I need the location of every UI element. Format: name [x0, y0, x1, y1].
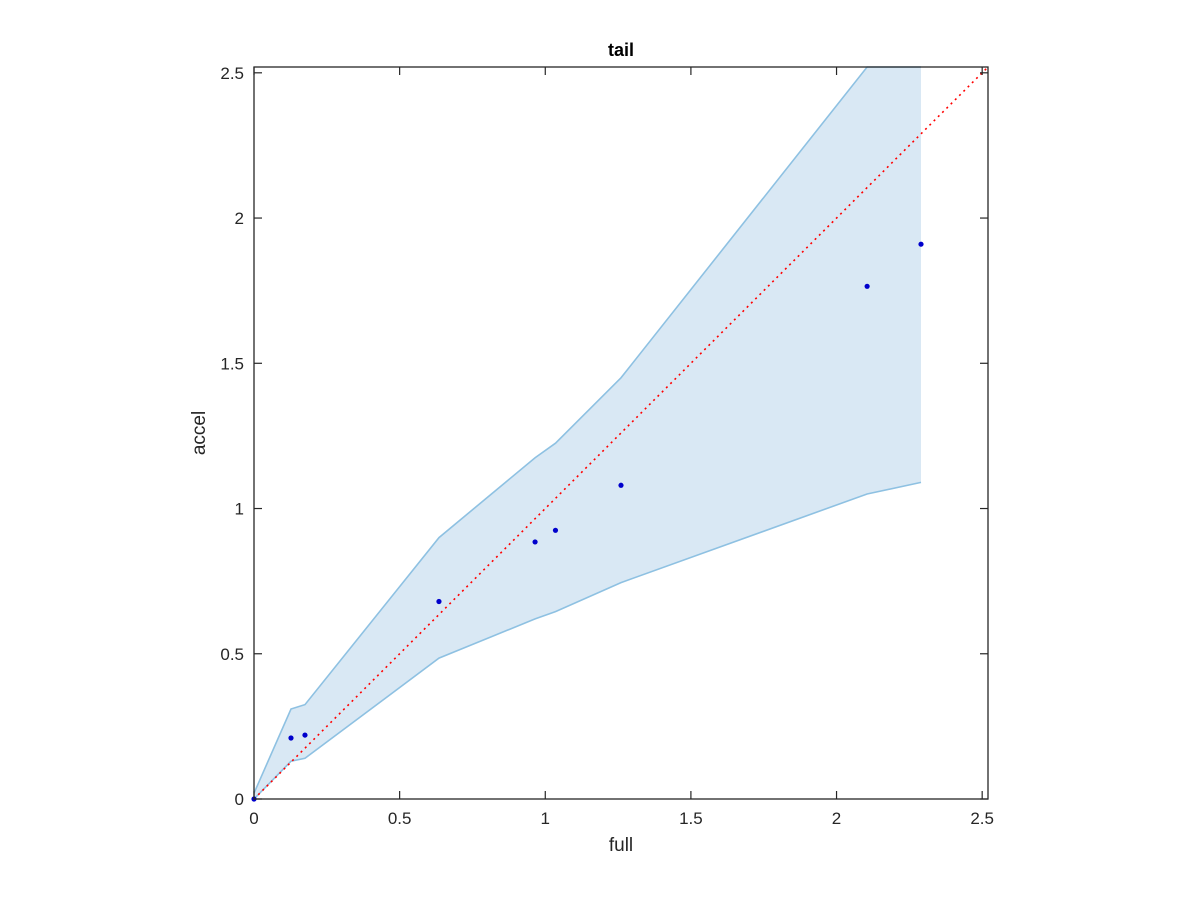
x-tick-label: 2	[832, 809, 841, 828]
y-axis-label: accel	[189, 411, 210, 455]
x-tick-label: 1.5	[679, 809, 703, 828]
y-tick-label: 2.5	[220, 64, 244, 83]
x-tick-label: 1	[541, 809, 550, 828]
x-axis-ticks: 0 0.5 1 1.5 2 2.5	[249, 67, 994, 828]
y-tick-label: 0	[235, 790, 244, 809]
y-tick-label: 0.5	[220, 645, 244, 664]
data-point	[552, 527, 559, 533]
data-points-layer	[251, 241, 924, 802]
data-point	[436, 598, 442, 605]
data-point	[918, 241, 924, 247]
data-point	[618, 482, 624, 488]
data-point	[302, 732, 308, 738]
y-tick-label: 1.5	[220, 354, 244, 373]
data-point	[532, 539, 538, 545]
band-upper-edge	[253, 66, 921, 794]
x-tick-label: 0	[249, 809, 258, 828]
x-tick-label: 0.5	[388, 809, 412, 828]
x-tick-label: 2.5	[970, 809, 994, 828]
y-axis-ticks: 0 0.5 1 1.5 2 2.5	[220, 64, 988, 809]
confidence-band-fill	[254, 67, 921, 799]
data-point	[288, 735, 294, 741]
chart-title: tail	[608, 40, 634, 60]
y-tick-label: 1	[235, 500, 244, 519]
y-tick-label: 2	[235, 209, 244, 228]
plot-frame	[253, 66, 989, 800]
confidence-band-layer	[253, 66, 922, 800]
data-point	[864, 283, 870, 289]
band-lower-edge	[253, 481, 922, 800]
x-axis-label: full	[609, 835, 633, 856]
